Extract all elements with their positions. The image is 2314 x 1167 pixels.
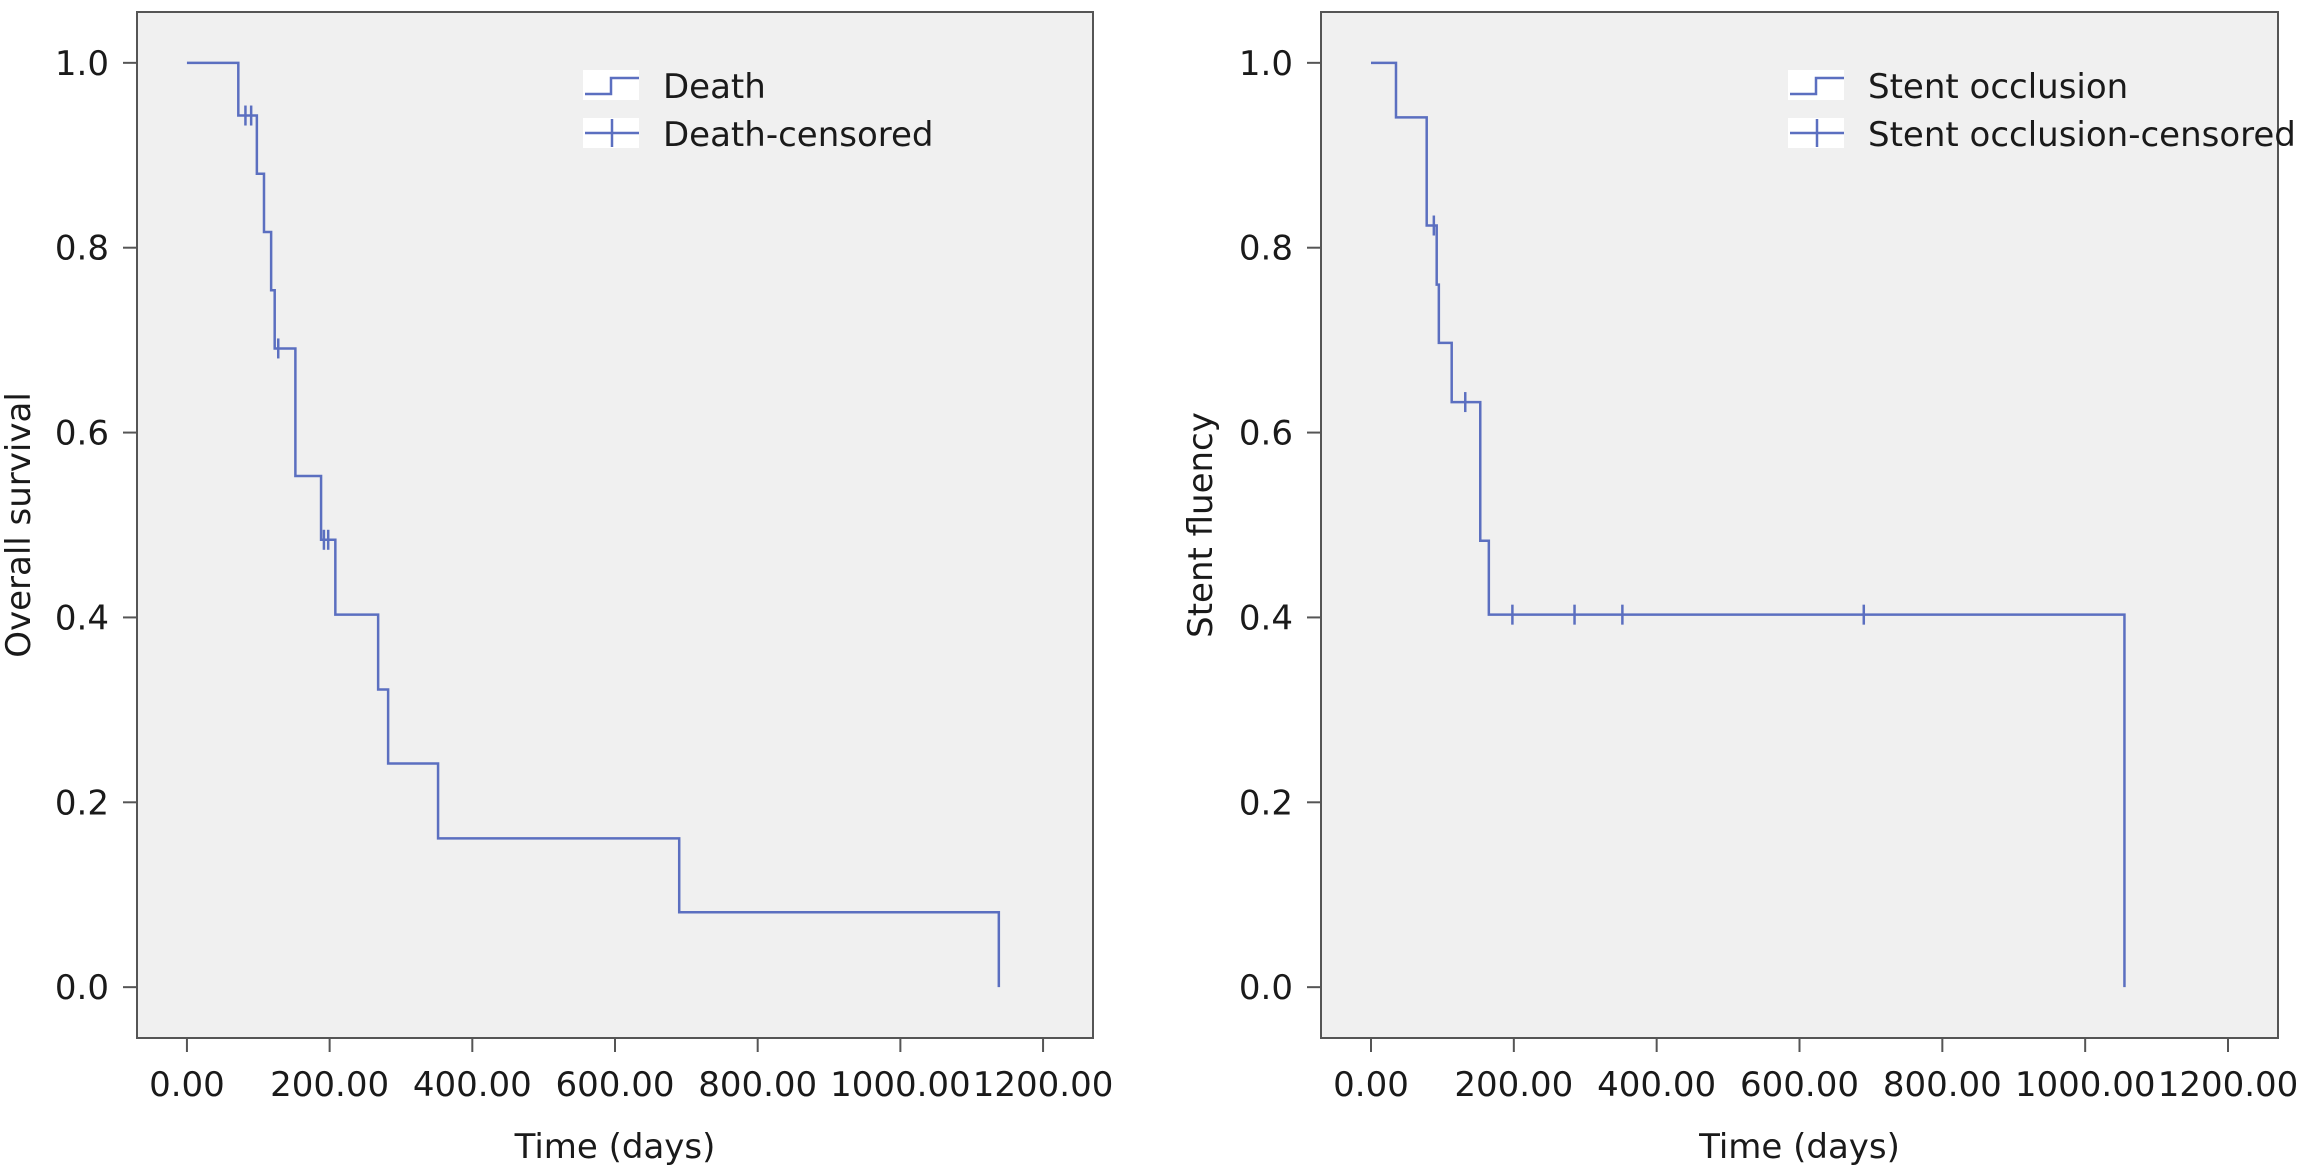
- x-tick-label: 600.00: [556, 1065, 675, 1105]
- x-tick-label: 1200.00: [2158, 1065, 2299, 1105]
- y-tick-label: 0.2: [55, 783, 109, 823]
- y-tick-label: 0.4: [1239, 598, 1293, 638]
- stent-fluency-chart-panel: 0.00 200.00 400.00 600.00 800.00 1000.00 1200.…: [1181, 11, 2299, 1167]
- y-tick-label: 0.2: [1239, 783, 1293, 823]
- x-tick-label: 0.00: [149, 1065, 225, 1105]
- x-tick-label: 800.00: [698, 1065, 817, 1105]
- plot-area: [136, 11, 1094, 1039]
- legend-label: Stent occlusion-censored: [1868, 115, 2296, 155]
- x-tick-label: 400.00: [1597, 1065, 1716, 1105]
- y-tick-label: 0.4: [55, 598, 109, 638]
- y-tick-label: 0.6: [1239, 414, 1293, 454]
- legend-label: Stent occlusion: [1868, 67, 2128, 107]
- x-tick-label: 1200.00: [973, 1065, 1114, 1105]
- x-axis-label: Time (days): [514, 1127, 716, 1167]
- x-tick-label: 1000.00: [830, 1065, 971, 1105]
- y-axis-label: Stent fluency: [1181, 412, 1221, 638]
- x-tick-label: 600.00: [1740, 1065, 1859, 1105]
- x-tick-label: 200.00: [1454, 1065, 1573, 1105]
- legend-label: Death-censored: [663, 115, 934, 155]
- survival-step-line: [1370, 61, 2126, 988]
- x-tick-label: 1000.00: [2015, 1065, 2156, 1105]
- legend-step-icon: [1790, 76, 1844, 96]
- y-tick-label: 0.0: [55, 968, 109, 1008]
- x-tick-label: 400.00: [413, 1065, 532, 1105]
- legend-step-icon: [585, 76, 639, 96]
- y-tick-label: 0.0: [1239, 968, 1293, 1008]
- survival-chart-panel: 0.00 200.00 400.00 600.00 800.00 1000.00 1200.…: [0, 11, 1114, 1167]
- y-tick-label: 1.0: [55, 44, 109, 84]
- x-tick-label: 800.00: [1883, 1065, 2002, 1105]
- x-tick-label: 200.00: [270, 1065, 389, 1105]
- y-tick-label: 0.8: [55, 229, 109, 269]
- x-tick-label: 0.00: [1333, 1065, 1409, 1105]
- plot-area: [1320, 11, 2279, 1039]
- y-tick-label: 0.6: [55, 414, 109, 454]
- y-axis-label: Overall survival: [0, 392, 39, 658]
- y-tick-label: 0.8: [1239, 229, 1293, 269]
- survival-step-line: [186, 61, 1001, 988]
- x-axis-label: Time (days): [1698, 1127, 1900, 1167]
- legend-label: Death: [663, 67, 766, 107]
- y-tick-label: 1.0: [1239, 44, 1293, 84]
